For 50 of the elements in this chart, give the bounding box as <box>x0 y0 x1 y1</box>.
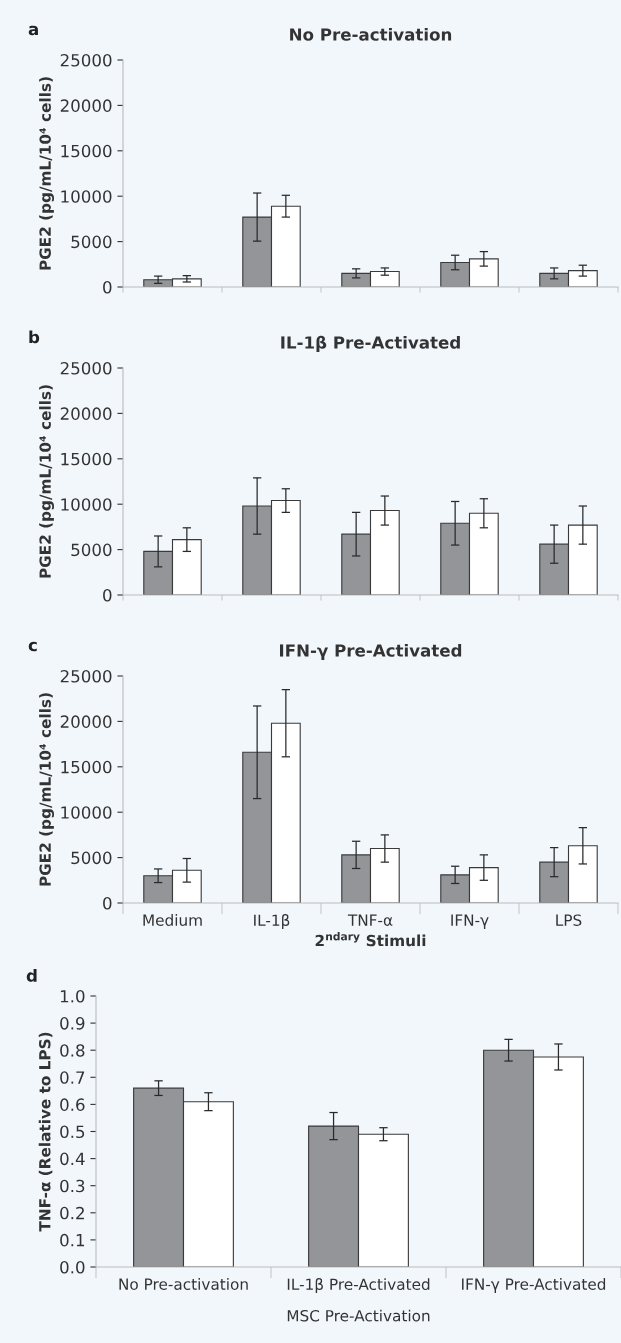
y-tick-label: 25000 <box>60 53 112 67</box>
y-tick-label: 25000 <box>60 669 112 683</box>
chart-title: IFN-γ Pre-Activated <box>280 643 462 661</box>
y-tick-label: 0.0 <box>60 1260 85 1274</box>
x-tick-label: IL-1β <box>254 914 290 929</box>
y-tick-label: 0 <box>103 280 112 294</box>
x-tick-label: IFN-γ <box>451 914 489 929</box>
y-tick-label: 0 <box>103 896 112 910</box>
x-tick-label: IL-1β Pre-Activated <box>287 1278 430 1293</box>
x-axis-title: 2$^{ndary}$ Stimuli <box>315 932 426 947</box>
text: d <box>26 968 37 982</box>
y-tick-label: 0.5 <box>60 1125 85 1139</box>
y-tick-label: 20000 <box>60 407 112 420</box>
y-tick-label: 0.1 <box>60 1233 85 1247</box>
y-tick-label: 15000 <box>61 452 112 466</box>
chart-title: IL-1β Pre-Activated <box>281 335 460 353</box>
y-axis-title: PGE2 (pg/mL/10⁴ cells) <box>39 385 55 578</box>
y-tick-label: 0.7 <box>60 1071 85 1084</box>
y-tick-label: 1.0 <box>60 989 85 1003</box>
text: a <box>28 25 38 36</box>
y-axis-title: PGE2 (pg/mL/10⁴ cells) <box>39 77 55 270</box>
y-tick-label: 20000 <box>60 99 112 112</box>
y-tick-label: 20000 <box>60 715 112 728</box>
y-tick-label: 0.8 <box>60 1044 85 1057</box>
y-axis-title: TNF-α (Relative to LPS) <box>38 1032 53 1232</box>
x-axis-title: MSC Pre-Activation <box>287 1309 430 1322</box>
y-tick-label: 5000 <box>71 543 112 557</box>
y-tick-label: 0 <box>103 588 112 602</box>
y-tick-label: 15000 <box>61 144 112 158</box>
y-tick-label: 25000 <box>60 361 112 375</box>
y-tick-label: 0.4 <box>60 1152 85 1166</box>
x-tick-label: TNF-α <box>347 914 393 926</box>
x-tick-label: IFN-γ Pre-Activated <box>462 1278 606 1293</box>
y-tick-label: 0.2 <box>60 1206 84 1220</box>
y-tick-label: 5000 <box>71 235 112 249</box>
y-tick-label: 0.3 <box>60 1179 85 1193</box>
y-tick-label: 10000 <box>61 806 112 819</box>
x-tick-label: No Pre-activation <box>119 1278 248 1290</box>
x-tick-label: LPS <box>556 914 582 926</box>
y-tick-label: 10000 <box>61 498 112 511</box>
y-tick-label: 0.9 <box>60 1017 85 1030</box>
chart-title: No Pre-activation <box>290 27 452 41</box>
y-tick-label: 5000 <box>71 851 112 865</box>
y-tick-label: 0.6 <box>60 1098 85 1111</box>
text: b <box>29 330 40 344</box>
text: c <box>28 641 37 652</box>
y-tick-label: 15000 <box>61 760 112 774</box>
x-tick-label: Medium <box>143 914 202 926</box>
y-axis-title: PGE2 (pg/mL/10⁴ cells) <box>39 693 55 886</box>
y-tick-label: 10000 <box>61 190 112 203</box>
